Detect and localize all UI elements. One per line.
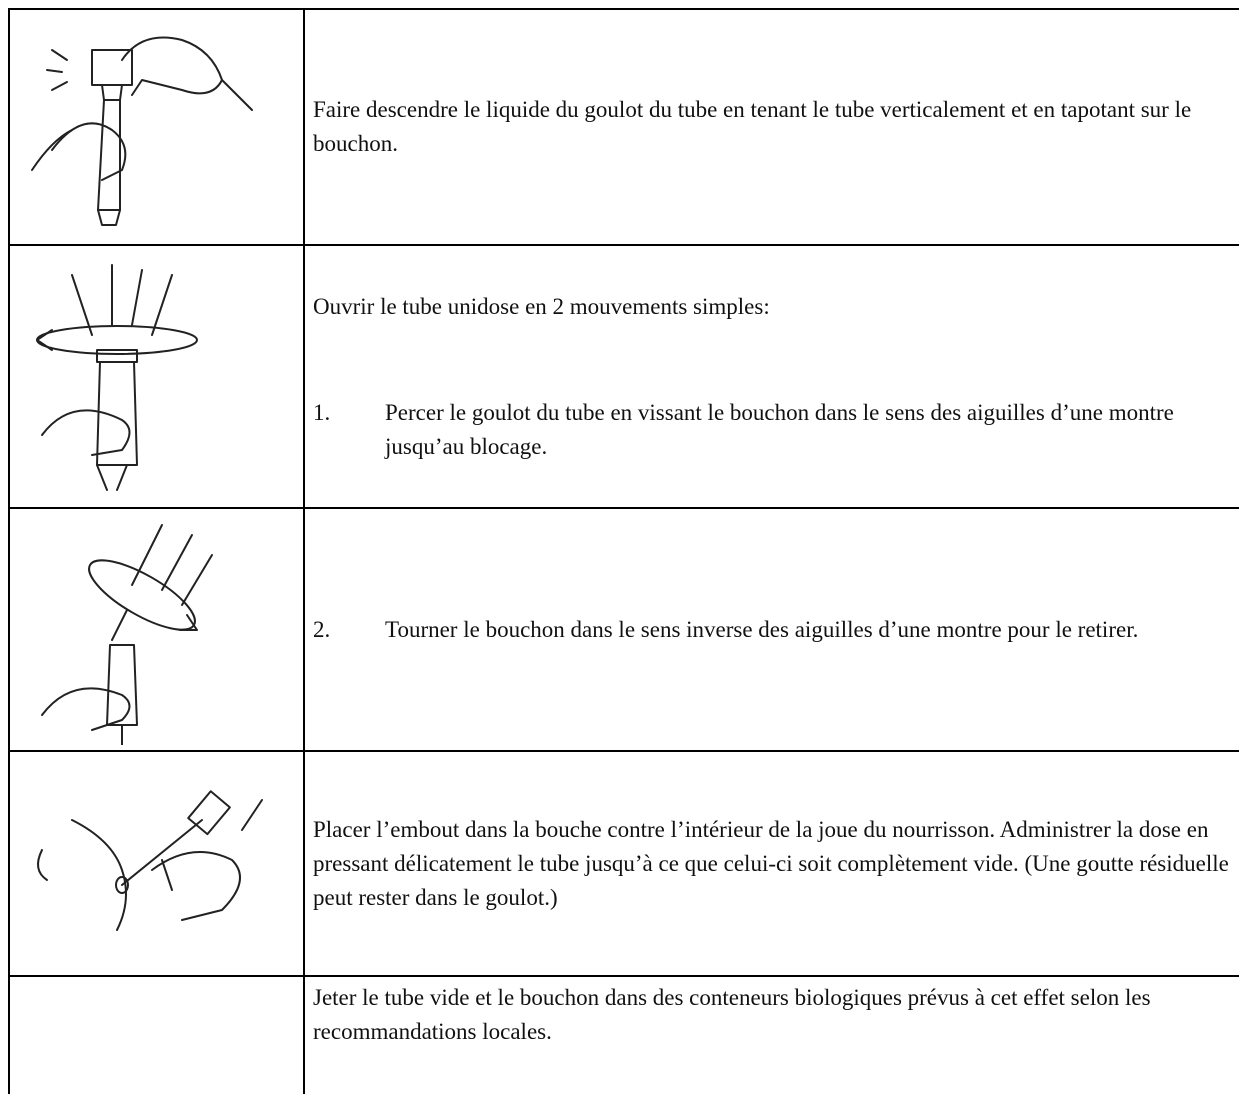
step-number: 2. <box>313 616 331 642</box>
instruction: Ouvrir le tube unidose en 2 mouvements s… <box>313 293 770 319</box>
step: 2. Tourner le bouchon dans le sens inver… <box>313 613 1239 647</box>
row-border <box>8 244 1239 246</box>
instruction: Placer l’embout dans la bouche contre l’… <box>313 816 1229 910</box>
illustration-unscrew <box>41 524 213 745</box>
illustration-tap <box>31 36 253 226</box>
illustration-administer <box>37 790 263 931</box>
cell: Jeter le tube vide et le bouchon dans de… <box>313 977 1239 1094</box>
step: 1. Percer le goulot du tube en vissant l… <box>313 396 1239 464</box>
step-text: Percer le goulot du tube en vissant le b… <box>385 399 1174 459</box>
step-text: Tourner le bouchon dans le sens inverse … <box>385 616 1139 642</box>
cell: Ouvrir le tube unidose en 2 mouvements s… <box>313 246 1239 507</box>
instruction: Jeter le tube vide et le bouchon dans de… <box>313 985 1151 1044</box>
cell: Faire descendre le liquide du goulot du … <box>313 10 1239 244</box>
row-border <box>8 507 1239 509</box>
table-border <box>8 8 10 1094</box>
cell: 2. Tourner le bouchon dans le sens inver… <box>313 509 1239 750</box>
instruction: Faire descendre le liquide du goulot du … <box>313 97 1192 156</box>
row-border <box>8 975 1239 977</box>
table-border <box>8 8 1239 10</box>
column-border <box>303 8 305 1094</box>
step-number: 1. <box>313 399 331 425</box>
illustration-pierce <box>36 264 198 491</box>
row-border <box>8 750 1239 752</box>
cell: Placer l’embout dans la bouche contre l’… <box>313 752 1239 975</box>
